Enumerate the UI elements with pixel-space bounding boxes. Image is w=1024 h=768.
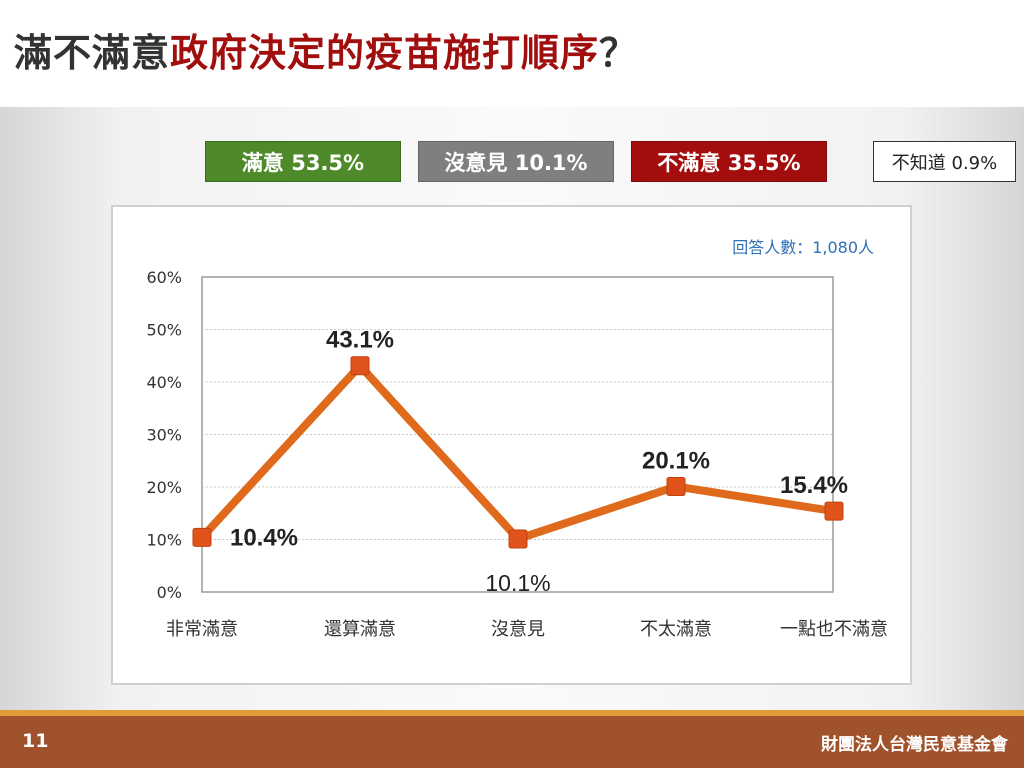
title-prefix: 滿不滿意 — [14, 31, 171, 75]
summary-dissatisfied-box: 不滿意 35.5% — [631, 141, 827, 182]
data-label: 20.1% — [642, 447, 710, 474]
summary-dont-know-box: 不知道 0.9% — [873, 141, 1016, 182]
footer-accent-line — [0, 710, 1024, 716]
x-category-label: 非常滿意 — [166, 619, 238, 640]
data-label: 15.4% — [780, 472, 848, 499]
data-point — [508, 529, 528, 549]
y-tick-label: 50% — [146, 321, 182, 340]
y-tick-label: 40% — [146, 373, 182, 392]
title-accent: 政府決定的疫苗施打順序 — [170, 31, 600, 75]
footer-bar: 11 財團法人台灣民意基金會 — [0, 716, 1024, 768]
sample-size-note: 回答人數：1,080人 — [732, 238, 874, 257]
page-number: 11 — [22, 730, 49, 752]
data-point — [824, 501, 844, 521]
y-tick-label: 0% — [157, 583, 182, 602]
y-tick-label: 20% — [146, 478, 182, 497]
data-label: 10.4% — [230, 524, 298, 551]
data-label: 10.1% — [485, 570, 550, 596]
series-line — [198, 361, 838, 543]
summary-satisfied-box: 滿意 53.5% — [205, 141, 401, 182]
x-category-label: 還算滿意 — [324, 619, 396, 640]
x-category-label: 不太滿意 — [640, 619, 712, 640]
y-tick-label: 10% — [146, 531, 182, 550]
chart-card: 回答人數：1,080人 0% 10% 20% 30% 40% 50% 60% 非常滿意 還算滿意… — [111, 205, 912, 685]
x-category-label: 沒意見 — [491, 619, 545, 640]
data-point — [666, 476, 686, 496]
data-point — [192, 527, 212, 547]
line-chart: 0% 10% 20% 30% 40% 50% 60% 非常滿意 還算滿意 沒意見 不太滿意 一點也不滿… — [146, 268, 888, 640]
y-tick-label: 30% — [146, 426, 182, 445]
y-tick-label: 60% — [146, 268, 182, 287]
summary-no-opinion-box: 沒意見 10.1% — [418, 141, 614, 182]
data-point — [350, 356, 370, 376]
title-suffix: ？ — [599, 31, 639, 75]
x-category-label: 一點也不滿意 — [780, 619, 888, 640]
data-label: 43.1% — [326, 327, 394, 354]
page-title: 滿不滿意政府決定的疫苗施打順序？ — [14, 22, 638, 77]
organization-name: 財團法人台灣民意基金會 — [821, 735, 1008, 755]
